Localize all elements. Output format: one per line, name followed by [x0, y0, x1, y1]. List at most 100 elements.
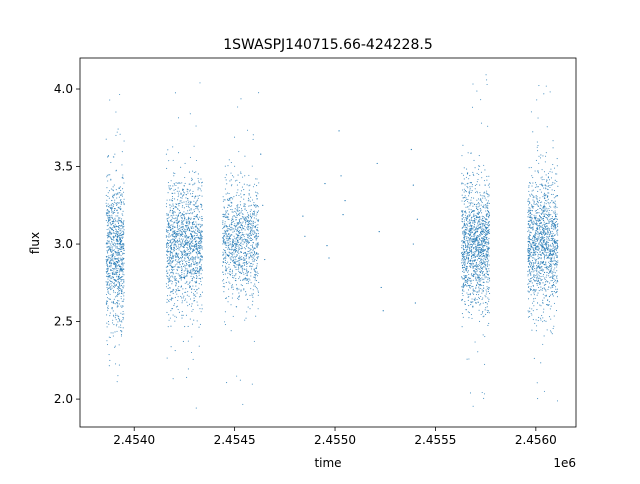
- data-point: [483, 231, 485, 234]
- data-point: [230, 197, 232, 199]
- data-point: [175, 279, 177, 282]
- data-point: [251, 256, 253, 258]
- data-point: [535, 269, 537, 271]
- data-point: [120, 258, 123, 260]
- data-point: [473, 229, 475, 231]
- data-point: [464, 301, 466, 303]
- data-point: [187, 201, 189, 203]
- data-point: [191, 280, 193, 282]
- data-point: [177, 309, 179, 311]
- data-point: [194, 217, 196, 220]
- data-point: [238, 292, 240, 294]
- data-point: [188, 235, 190, 238]
- data-point: [255, 243, 257, 245]
- data-point: [181, 268, 183, 270]
- data-point: [255, 244, 257, 246]
- data-point: [192, 260, 194, 262]
- data-point: [241, 209, 243, 212]
- data-point: [469, 293, 472, 295]
- data-point: [184, 162, 186, 165]
- data-point: [242, 234, 244, 236]
- data-point: [481, 262, 483, 264]
- data-point: [241, 215, 243, 218]
- data-point: [182, 195, 184, 197]
- data-point: [486, 266, 488, 268]
- data-point: [481, 228, 483, 231]
- data-point: [194, 197, 196, 199]
- data-point: [232, 239, 234, 241]
- data-point: [174, 241, 176, 243]
- data-point: [536, 284, 538, 286]
- data-point: [181, 242, 183, 244]
- data-point: [107, 309, 109, 311]
- data-point: [463, 238, 465, 240]
- data-point: [175, 291, 177, 293]
- data-point: [472, 279, 474, 281]
- data-point: [166, 246, 168, 248]
- data-point: [479, 233, 481, 236]
- data-point: [485, 210, 487, 212]
- data-point: [186, 249, 188, 251]
- data-point: [190, 264, 192, 266]
- data-point: [245, 223, 247, 225]
- data-point: [482, 223, 484, 225]
- data-point: [166, 226, 168, 228]
- data-point: [192, 184, 194, 186]
- data-point: [187, 210, 189, 212]
- data-point: [471, 263, 473, 265]
- data-point: [184, 254, 186, 256]
- data-point: [109, 258, 111, 260]
- data-point: [237, 266, 240, 268]
- data-point: [254, 258, 256, 260]
- data-point: [541, 235, 543, 237]
- data-point: [194, 241, 197, 243]
- data-point: [228, 296, 230, 298]
- data-point: [472, 205, 474, 207]
- data-point: [245, 293, 247, 295]
- data-point: [241, 240, 243, 242]
- data-point: [555, 221, 557, 223]
- data-point: [224, 250, 226, 252]
- data-point: [544, 213, 546, 215]
- data-point: [121, 313, 123, 315]
- data-point: [468, 265, 471, 267]
- data-point: [481, 233, 483, 235]
- data-point: [467, 187, 469, 189]
- data-point: [237, 223, 239, 225]
- data-point: [177, 296, 179, 298]
- data-point: [108, 257, 110, 259]
- data-point: [118, 252, 120, 254]
- data-point: [234, 242, 236, 245]
- data-point: [236, 245, 238, 247]
- data-point: [225, 174, 227, 176]
- data-point: [108, 210, 110, 212]
- data-point: [244, 229, 246, 231]
- data-point: [105, 194, 107, 196]
- data-point: [461, 240, 463, 242]
- data-point: [187, 228, 189, 230]
- data-point: [190, 257, 192, 259]
- data-point: [474, 265, 476, 267]
- data-point: [232, 244, 234, 246]
- data-point: [176, 247, 179, 249]
- data-point: [232, 248, 234, 250]
- data-point: [110, 179, 112, 181]
- data-point: [173, 304, 175, 307]
- data-point: [200, 238, 202, 240]
- data-point: [119, 269, 121, 271]
- data-point: [109, 230, 111, 232]
- data-point: [225, 297, 228, 299]
- data-point: [190, 266, 192, 268]
- data-point: [486, 221, 488, 223]
- data-point: [481, 298, 483, 301]
- data-point: [462, 242, 464, 244]
- data-point: [477, 216, 479, 218]
- data-point: [224, 216, 227, 218]
- data-point: [169, 298, 171, 301]
- data-point: [201, 256, 204, 258]
- data-point: [123, 274, 125, 276]
- data-point: [177, 196, 179, 198]
- data-point: [192, 267, 195, 270]
- data-point: [225, 281, 227, 284]
- data-point: [117, 265, 119, 267]
